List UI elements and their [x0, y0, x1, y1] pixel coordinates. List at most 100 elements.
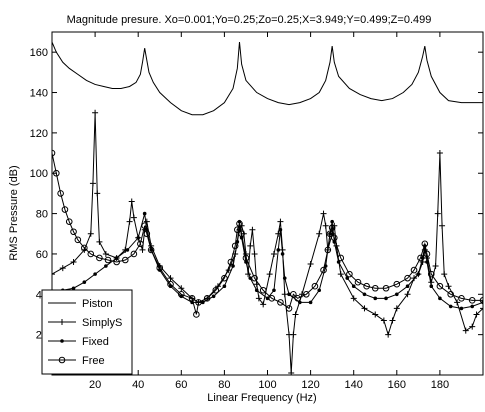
x-tick-label: 20 — [89, 379, 101, 391]
x-tick-label: 140 — [345, 379, 363, 391]
data-point — [260, 301, 267, 308]
data-point — [96, 254, 103, 262]
data-point — [266, 271, 273, 278]
data-point — [404, 274, 411, 282]
data-point — [384, 296, 388, 301]
legend-marker — [58, 356, 66, 364]
data-point — [81, 244, 88, 252]
data-point — [268, 295, 276, 302]
data-point — [93, 272, 97, 276]
legend-marker — [59, 319, 65, 325]
data-point — [92, 109, 99, 116]
data-point — [188, 295, 196, 302]
data-point — [459, 306, 464, 311]
y-tick-label: 140 — [30, 88, 48, 100]
series-piston — [52, 41, 483, 116]
data-point — [137, 240, 144, 248]
y-tick-label: 120 — [30, 128, 48, 140]
data-point — [222, 284, 227, 289]
data-point — [462, 327, 469, 334]
data-point — [290, 290, 297, 298]
data-point — [371, 284, 379, 292]
data-point — [251, 250, 258, 257]
data-point — [287, 292, 291, 297]
legend-label: SimplyS — [82, 317, 122, 329]
data-point — [61, 206, 69, 213]
data-point — [385, 331, 392, 338]
data-point — [143, 230, 151, 238]
data-point — [447, 290, 454, 298]
data-point — [417, 254, 424, 262]
data-point — [254, 288, 259, 293]
data-point — [277, 218, 284, 225]
data-point — [285, 305, 293, 312]
x-axis-title: Linear Frequency (Hz) — [207, 392, 316, 404]
data-point — [249, 226, 256, 233]
ticks-layer: 2040608010012014016018020406080100120140… — [30, 32, 483, 391]
data-point — [270, 250, 277, 257]
data-point — [227, 258, 235, 266]
data-point — [389, 317, 396, 324]
data-point — [178, 285, 185, 292]
data-point — [416, 272, 421, 276]
legend-label: Fixed — [82, 336, 109, 348]
y-tick-label: 60 — [36, 249, 48, 261]
data-point — [324, 246, 332, 254]
data-point — [410, 266, 418, 274]
data-point — [113, 258, 120, 266]
data-point — [121, 256, 129, 264]
x-tick-label: 160 — [388, 379, 406, 391]
data-point — [363, 282, 370, 290]
data-point — [82, 280, 87, 284]
legend-label: Free — [82, 355, 105, 367]
data-point — [337, 254, 345, 262]
data-point — [345, 276, 350, 280]
data-point — [130, 250, 138, 258]
data-point — [362, 292, 367, 297]
data-point — [238, 230, 245, 238]
data-point — [298, 300, 302, 305]
data-point — [231, 242, 239, 250]
data-point — [57, 190, 64, 197]
data-point — [234, 226, 241, 234]
data-point — [142, 211, 147, 216]
series-free — [52, 149, 483, 318]
data-point — [59, 265, 66, 272]
data-point — [212, 286, 220, 294]
x-tick-label: 120 — [301, 379, 319, 391]
data-point — [245, 271, 252, 278]
data-point — [454, 299, 461, 306]
data-point — [272, 288, 276, 293]
data-point — [361, 305, 368, 312]
y-axis-title: RMS Pressure (dB) — [8, 165, 20, 260]
data-point — [87, 230, 94, 237]
data-point — [346, 270, 353, 278]
data-point — [421, 240, 429, 248]
data-point — [326, 230, 334, 238]
data-point — [70, 259, 77, 266]
data-point — [126, 218, 133, 225]
x-tick-label: 60 — [175, 379, 187, 391]
data-point — [248, 276, 253, 280]
data-point — [294, 295, 301, 302]
data-point — [322, 222, 329, 229]
data-point — [290, 331, 297, 338]
data-point — [276, 248, 281, 252]
data-point — [317, 288, 322, 293]
data-point — [280, 252, 285, 256]
data-point — [281, 291, 288, 298]
y-tick-label: 160 — [30, 47, 48, 59]
data-point — [70, 228, 77, 236]
data-point — [288, 369, 295, 375]
data-point — [438, 296, 442, 301]
data-point — [242, 254, 250, 262]
data-point — [125, 248, 130, 252]
data-point — [405, 284, 410, 289]
data-point — [265, 296, 270, 301]
data-point — [139, 246, 146, 253]
x-tick-label: 80 — [218, 379, 230, 391]
data-point — [71, 286, 76, 291]
x-tick-label: 100 — [258, 379, 276, 391]
data-point — [307, 261, 314, 268]
